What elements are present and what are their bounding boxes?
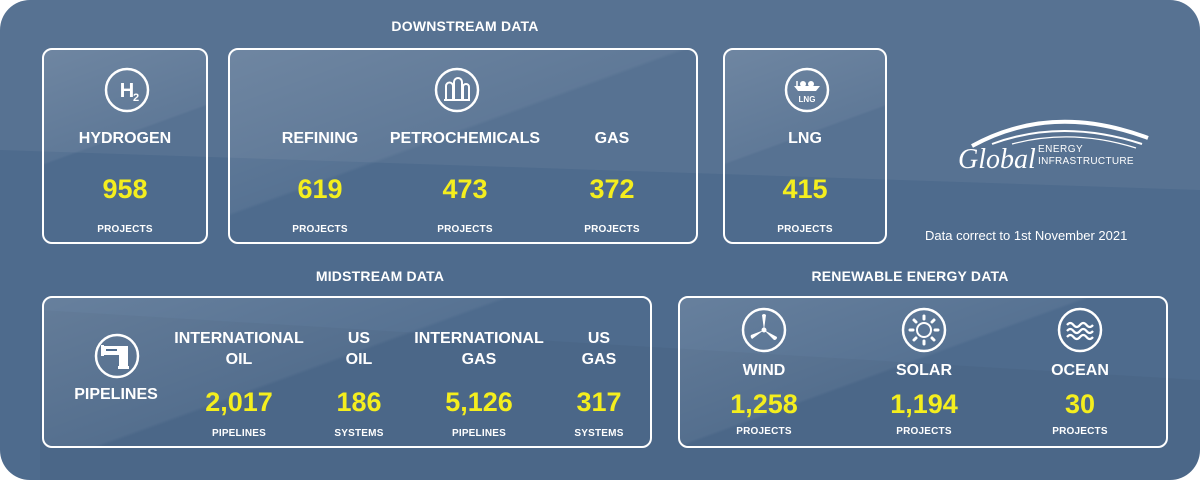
wind-unit: PROJECTS	[736, 426, 792, 437]
ocean-unit: PROJECTS	[1052, 426, 1108, 437]
gas-unit: PROJECTS	[584, 224, 640, 235]
sun-icon	[900, 306, 948, 354]
us-oil-label-line2: OIL	[345, 351, 373, 368]
refining-unit: PROJECTS	[292, 224, 348, 235]
international-gas-unit: PIPELINES	[451, 428, 507, 439]
us-gas-value: 317	[576, 387, 622, 417]
international-gas-label-line2: GAS	[461, 351, 497, 368]
hydrogen-unit: PROJECTS	[97, 224, 153, 235]
pipelines-label: PIPELINES	[74, 386, 158, 403]
refining-value: 619	[297, 174, 343, 204]
us-gas-unit: SYSTEMS	[574, 428, 624, 439]
lng-label: LNG	[788, 130, 822, 147]
gas-value: 372	[589, 174, 635, 204]
waves-icon	[1056, 306, 1104, 354]
us-oil-unit: SYSTEMS	[334, 428, 384, 439]
logo-line1: ENERGY	[1038, 144, 1083, 155]
us-gas-label-line1: US	[587, 330, 611, 347]
wind-label: WIND	[742, 362, 786, 379]
data-date-note: Data correct to 1st November 2021	[925, 228, 1128, 243]
gas-label: GAS	[594, 130, 630, 147]
logo-line2: INFRASTRUCTURE	[1038, 156, 1134, 167]
petrochemicals-value: 473	[442, 174, 488, 204]
lng-ship-icon: LNG	[783, 66, 831, 114]
lng-icon-text: LNG	[799, 95, 816, 104]
h2-icon: H 2	[103, 66, 151, 114]
renewable-panel: WIND SOLAR OCEAN 1,258 1,194 30 PROJECTS…	[678, 296, 1168, 448]
h2-icon-letter: H	[120, 80, 134, 102]
lng-panel: LNG LNG 415 PROJECTS	[723, 48, 887, 244]
international-oil-label-line1: INTERNATIONAL	[174, 330, 304, 347]
refinery-tanks-icon	[433, 66, 481, 114]
h2-icon-subscript: 2	[133, 92, 139, 104]
solar-label: SOLAR	[896, 362, 952, 379]
refining-petrochem-gas-panel: REFINING PETROCHEMICALS GAS 619 473 372 …	[228, 48, 698, 244]
international-oil-value: 2,017	[205, 387, 273, 417]
us-oil-value: 186	[336, 387, 382, 417]
us-oil-label-line1: US	[347, 330, 371, 347]
pipe-icon	[93, 332, 141, 380]
renewable-title: RENEWABLE ENERGY DATA	[811, 268, 1009, 284]
lng-value: 415	[782, 174, 828, 204]
ocean-label: OCEAN	[1051, 362, 1109, 379]
wind-value: 1,258	[730, 389, 798, 419]
lng-unit: PROJECTS	[777, 224, 833, 235]
global-energy-infrastructure-logo: Global ENERGY INFRASTRUCTURE	[952, 110, 1152, 180]
hydrogen-value: 958	[102, 174, 148, 204]
downstream-title: DOWNSTREAM DATA	[391, 18, 539, 34]
midstream-title: MIDSTREAM DATA	[315, 268, 445, 284]
international-oil-label-line2: OIL	[225, 351, 253, 368]
petrochemicals-unit: PROJECTS	[437, 224, 493, 235]
hydrogen-panel: H 2 HYDROGEN 958 PROJECTS	[42, 48, 208, 244]
logo-word: Global	[958, 144, 1036, 175]
midstream-panel: PIPELINES INTERNATIONAL OIL US OIL INTER…	[42, 296, 652, 448]
international-oil-unit: PIPELINES	[211, 428, 267, 439]
solar-value: 1,194	[890, 389, 958, 419]
refining-label: REFINING	[281, 130, 359, 147]
international-gas-label-line1: INTERNATIONAL	[414, 330, 544, 347]
hydrogen-label: HYDROGEN	[78, 130, 172, 147]
ocean-value: 30	[1064, 389, 1096, 419]
solar-unit: PROJECTS	[896, 426, 952, 437]
petrochemicals-label: PETROCHEMICALS	[389, 130, 541, 147]
international-gas-value: 5,126	[445, 387, 513, 417]
us-gas-label-line2: GAS	[581, 351, 617, 368]
wind-turbine-icon	[740, 306, 788, 354]
